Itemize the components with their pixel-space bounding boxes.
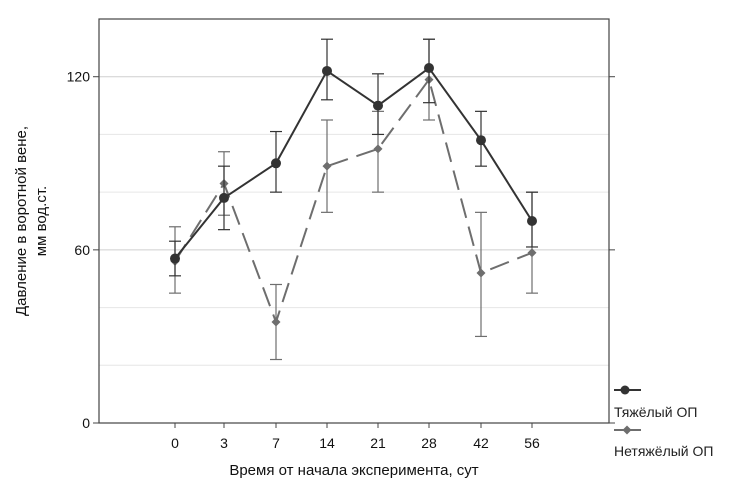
y-axis-title-line2: мм вод.ст. (33, 186, 50, 256)
x-tick-label: 56 (524, 435, 540, 451)
data-point-severe (424, 63, 434, 74)
legend: Тяжёлый ОП Нетяжёлый ОП (614, 385, 713, 459)
series-layer (169, 38, 538, 361)
legend-label-severe: Тяжёлый ОП (614, 404, 697, 420)
y-tick-label: 120 (67, 69, 91, 85)
legend-marker-mild (622, 425, 632, 435)
x-tick-label: 21 (370, 435, 386, 451)
data-point-severe (322, 65, 332, 76)
y-tick-label: 0 (82, 415, 90, 431)
legend-label-mild: Нетяжёлый ОП (614, 443, 713, 459)
series-line-mild (174, 78, 533, 323)
data-point-mild (476, 268, 486, 278)
x-tick-label: 28 (421, 435, 437, 451)
data-point-severe (527, 216, 537, 226)
data-point-severe (271, 158, 281, 169)
data-point-mild (271, 317, 281, 327)
x-tick-label: 42 (473, 435, 489, 451)
data-point-mild (373, 144, 383, 154)
x-tick-label: 0 (171, 435, 179, 451)
data-point-mild (322, 161, 332, 171)
x-axis-title: Время от начала эксперимента, сут (229, 462, 478, 479)
x-tick-label: 3 (220, 435, 228, 451)
data-point-severe (170, 253, 180, 264)
x-tick-label: 7 (272, 435, 280, 451)
data-point-mild (527, 248, 537, 258)
data-point-severe (476, 135, 486, 146)
tick-layer: 0 60 120 0 3 7 14 21 28 42 56 (67, 69, 615, 451)
plot-frame (98, 18, 610, 424)
series-severe (169, 38, 538, 277)
legend-marker-severe (620, 385, 630, 395)
data-point-severe (373, 100, 383, 111)
data-point-severe (219, 192, 229, 203)
y-tick-label: 60 (74, 242, 90, 258)
series-line-severe (174, 67, 533, 260)
y-axis-title-line1: Давление в воротной вене, (13, 126, 30, 316)
x-tick-label: 14 (319, 435, 335, 451)
